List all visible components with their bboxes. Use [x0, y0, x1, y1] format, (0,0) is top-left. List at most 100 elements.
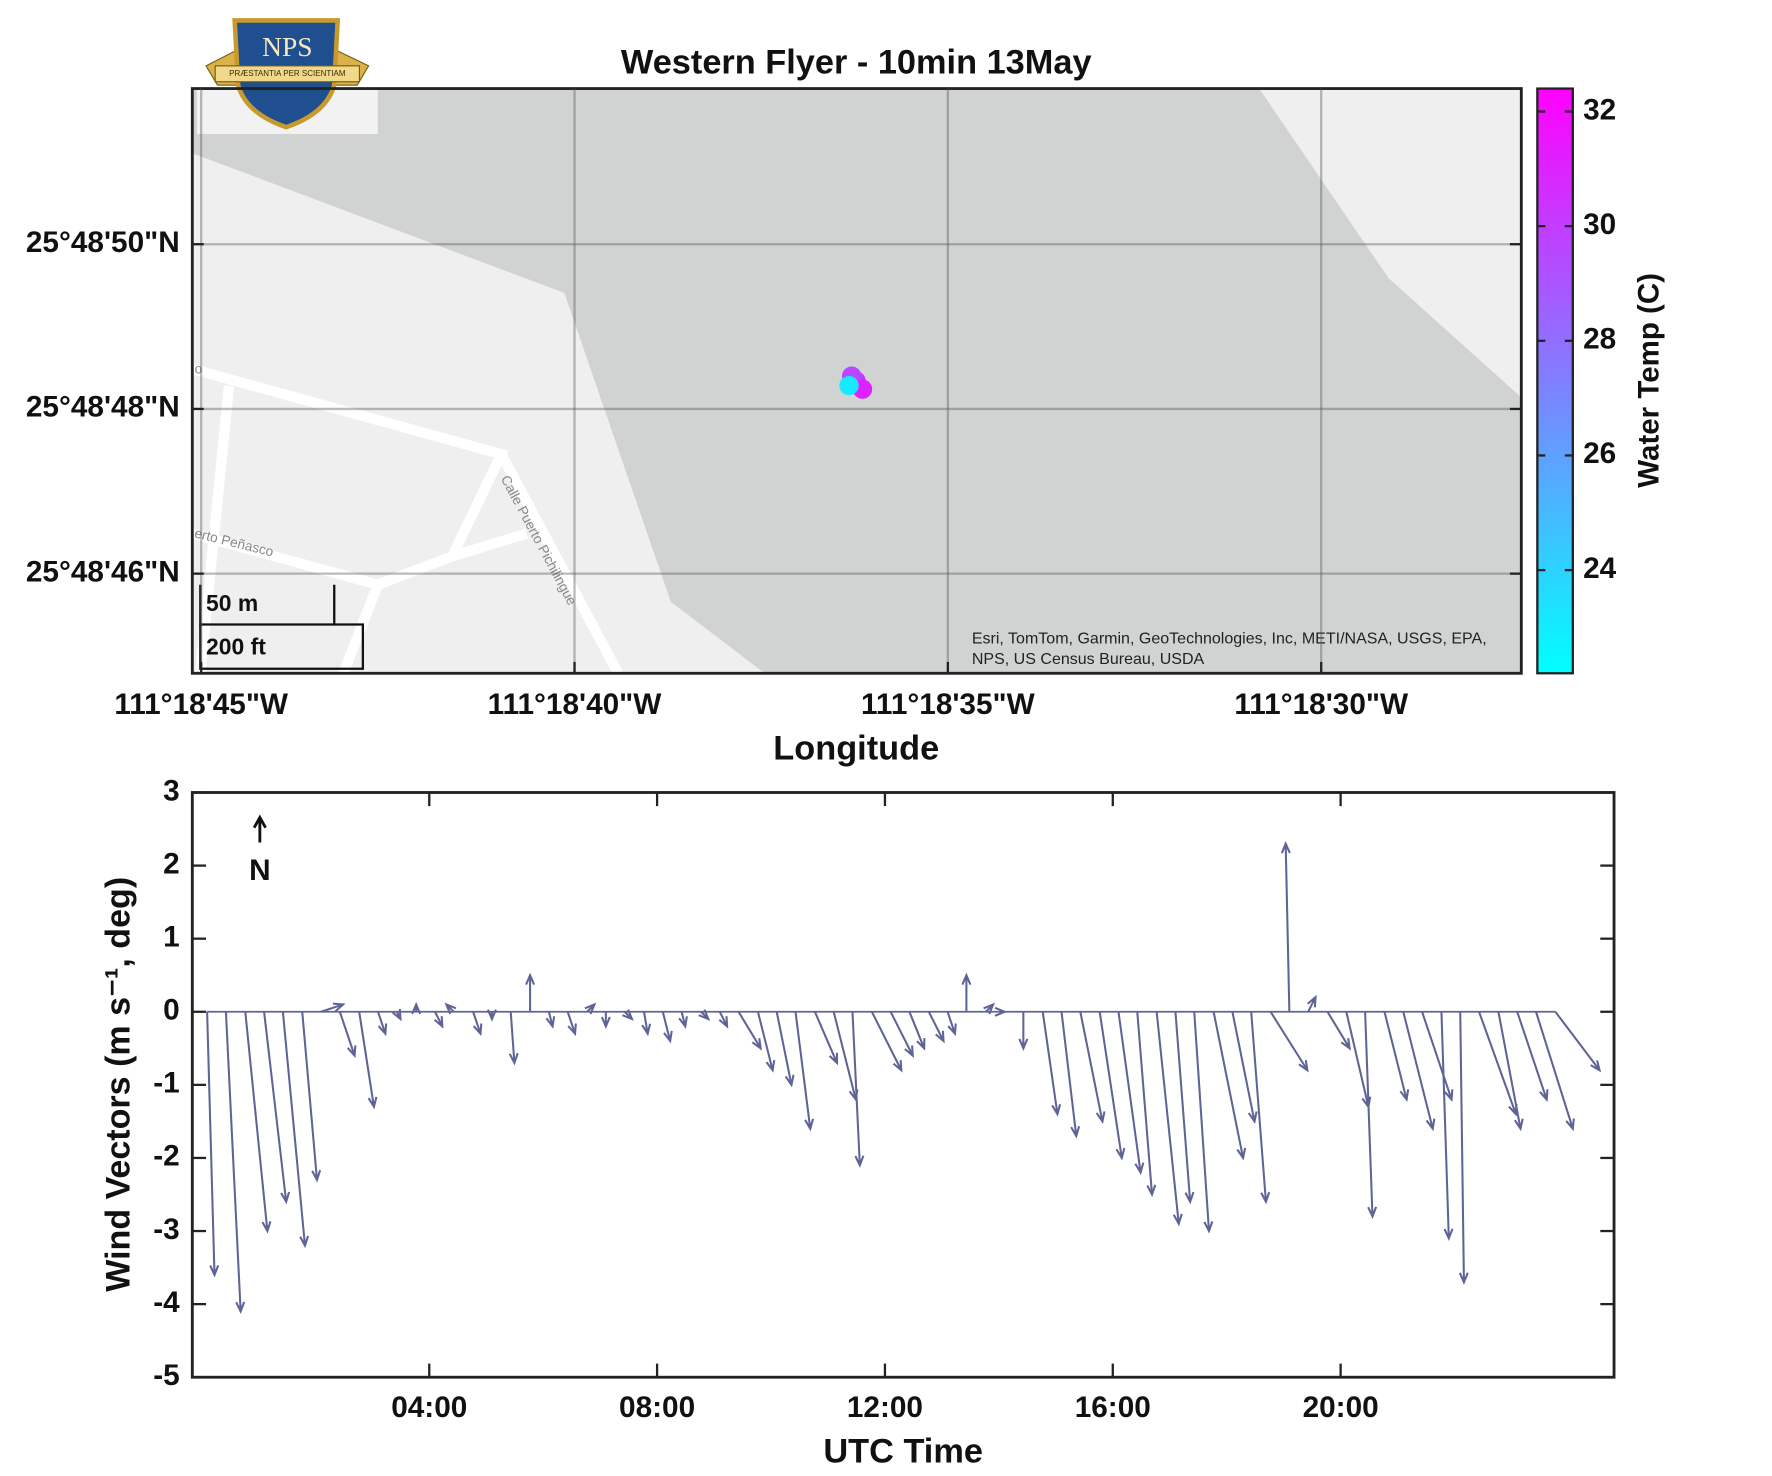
wind-vector — [1402, 1011, 1436, 1132]
wind-vector — [1535, 1011, 1575, 1132]
map-frame — [190, 87, 1523, 675]
y-tick-label: -5 — [153, 1359, 179, 1392]
colorbar-tick-label: 28 — [1583, 323, 1616, 356]
wind-vector — [377, 1011, 388, 1037]
wind-vector — [889, 1011, 914, 1058]
wind-vector — [1516, 1011, 1549, 1102]
wind-vector — [263, 1011, 291, 1205]
wind-vector — [1326, 1011, 1351, 1051]
logo — [205, 18, 370, 130]
colorbar-tick-label: 32 — [1583, 93, 1616, 126]
wind-vector — [1554, 1011, 1602, 1073]
wind-vector — [756, 1011, 776, 1073]
wind-vector — [1440, 1011, 1454, 1241]
wind-vector — [244, 1011, 272, 1234]
wind-vector — [1421, 1011, 1454, 1102]
wind-vector — [281, 1011, 310, 1249]
y-tick-label: 3 — [163, 774, 180, 807]
wind-vector — [1280, 841, 1291, 1012]
colorbar-tick-label: 26 — [1583, 437, 1616, 470]
scale-bar — [199, 584, 365, 670]
wind-vector — [1250, 1011, 1271, 1205]
wind-vector — [737, 1011, 763, 1051]
wind-vector — [1458, 1011, 1469, 1285]
data-point — [839, 375, 859, 396]
wind-vector — [444, 1002, 457, 1015]
wind-vector — [718, 1011, 729, 1029]
wind-vector — [908, 1011, 926, 1051]
scale-label: 200 ft — [206, 633, 266, 659]
colorbar — [1536, 87, 1574, 675]
wind-vector — [1383, 1011, 1410, 1103]
wind-vector — [411, 1001, 422, 1015]
y-tick-label: 2 — [163, 847, 180, 880]
wind-vector — [1155, 1011, 1183, 1227]
x-tick-label: 08:00 — [619, 1391, 695, 1424]
wind-vector — [1212, 1011, 1247, 1161]
x-tick-label: 16:00 — [1075, 1391, 1151, 1424]
north-arrow — [252, 814, 267, 843]
wind-vector — [961, 972, 972, 1012]
wind-vector — [1269, 1011, 1309, 1073]
wind-vector — [1497, 1011, 1524, 1132]
wind-vector — [1307, 994, 1317, 1013]
wind-vector — [301, 1011, 322, 1183]
wind-vector — [946, 1011, 957, 1037]
y-tick-label: 25°48'46"N — [26, 556, 180, 589]
wind-vector — [1079, 1011, 1106, 1124]
wind-vector — [525, 972, 536, 1012]
street-label: o — [195, 362, 203, 377]
wind-vector — [584, 1002, 597, 1015]
y-tick-label: 25°48'48"N — [26, 391, 180, 424]
wind-vector — [870, 1011, 903, 1073]
x-axis-label: UTC Time — [823, 1432, 983, 1470]
x-axis-label: Longitude — [773, 730, 939, 768]
attribution: NPS, US Census Bureau, USDA — [972, 651, 1205, 668]
wind-vector — [1117, 1011, 1145, 1176]
y-axis-label: Wind Vectors (m s⁻¹, deg) — [99, 877, 137, 1292]
colorbar-label: Water Temp (C) — [1632, 273, 1665, 488]
y-tick-label: -4 — [153, 1286, 180, 1319]
wind-vector — [1174, 1011, 1195, 1205]
logo-text: NPS — [262, 32, 312, 62]
wind-vector — [320, 1002, 346, 1013]
wind-vector — [1364, 1011, 1378, 1220]
wind-vector — [1231, 1011, 1258, 1124]
chart-title: Western Flyer - 10min 13May — [621, 44, 1092, 82]
x-tick-label: 111°18'30"W — [1234, 688, 1408, 721]
y-tick-label: -2 — [153, 1140, 179, 1173]
colorbar-tick-label: 24 — [1583, 552, 1617, 585]
wind-vector — [851, 1011, 865, 1168]
wind-vector — [206, 1011, 220, 1278]
wind-vector — [813, 1011, 839, 1066]
wind-vector — [1098, 1011, 1126, 1161]
wind-vector — [391, 1008, 402, 1022]
wind-vector — [927, 1011, 945, 1044]
wind-vector — [1041, 1011, 1062, 1117]
wind-vector — [661, 1011, 673, 1044]
attribution: Esri, TomTom, Garmin, GeoTechnologies, I… — [972, 630, 1487, 647]
y-tick-label: -3 — [153, 1213, 179, 1246]
plot-frame — [190, 791, 1616, 1379]
wind-vector — [508, 1011, 519, 1066]
x-tick-label: 111°18'45"W — [114, 688, 288, 721]
wind-vector — [994, 1006, 1008, 1017]
y-tick-label: 0 — [163, 994, 180, 1027]
wind-vector — [775, 1011, 795, 1088]
annotation: N — [249, 854, 270, 887]
wind-vector — [983, 1002, 996, 1015]
x-tick-label: 111°18'35"W — [861, 688, 1035, 721]
wind-vector — [566, 1011, 577, 1037]
y-tick-label: 25°48'50"N — [26, 226, 180, 259]
x-tick-label: 20:00 — [1303, 1391, 1379, 1424]
wind-vector — [1136, 1011, 1157, 1198]
scale-label: 50 m — [206, 590, 258, 616]
wind-vector — [1478, 1011, 1518, 1117]
wind-vector — [545, 1011, 556, 1029]
wind-vector — [698, 1009, 711, 1021]
colorbar-tick-label: 30 — [1583, 208, 1616, 241]
wind-vector — [358, 1011, 378, 1110]
wind-vector — [600, 1011, 611, 1030]
wind-vector — [224, 1011, 246, 1315]
wind-vector — [433, 1011, 444, 1029]
